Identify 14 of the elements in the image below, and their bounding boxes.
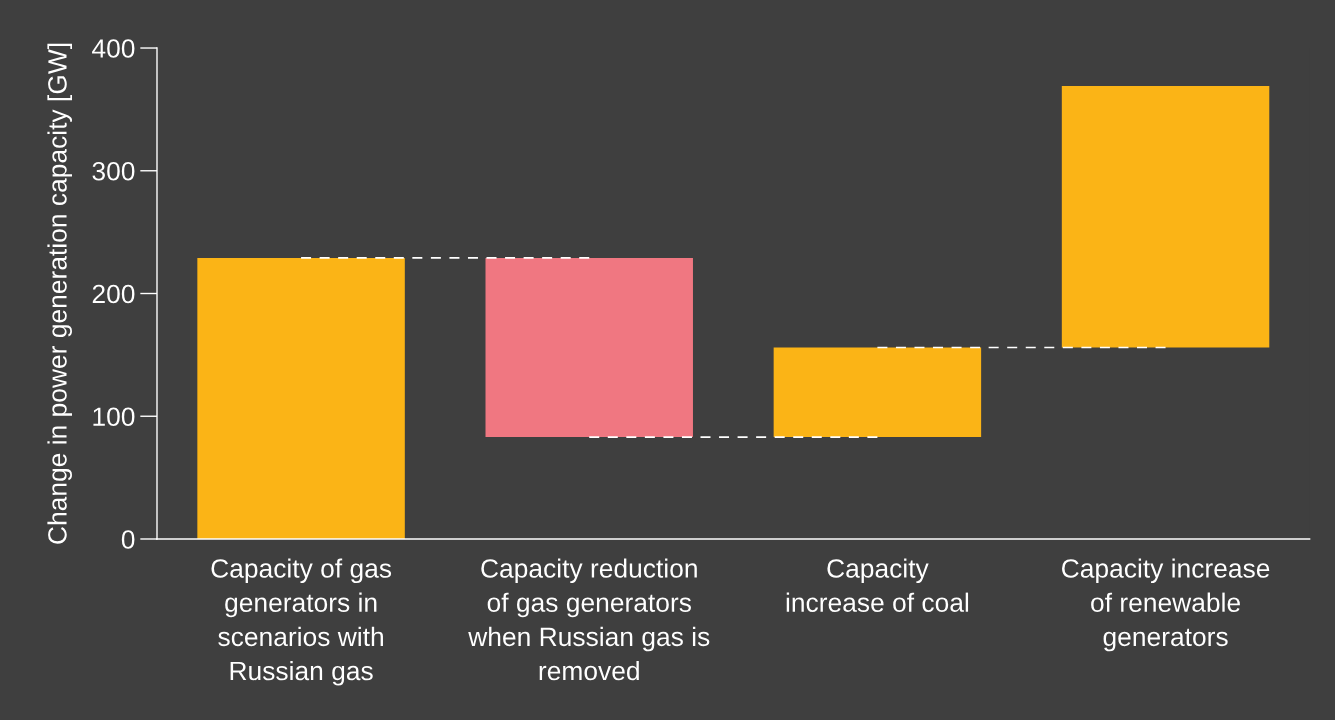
bar [773, 347, 982, 438]
y-axis-title: Change in power generation capacity [GW] [47, 43, 72, 544]
y-tick-label: 200 [92, 284, 135, 304]
y-tick-label: 400 [92, 39, 135, 58]
x-tick-label: Capacity reduction of gas generators when Russian gas is removed [468, 558, 710, 681]
x-tick-label: Capacity increase of coal [786, 558, 969, 612]
y-tick-label: 300 [92, 161, 135, 181]
bar [1061, 86, 1270, 348]
bar [197, 257, 405, 539]
x-tick-label: Capacity increase of renewable generators [1062, 558, 1270, 652]
bar [485, 257, 693, 438]
y-tick-label: 0 [121, 530, 135, 549]
x-tick-label: Capacity of gas generators in scenarios with Russian gas [211, 558, 392, 686]
y-tick-label: 100 [93, 407, 135, 427]
